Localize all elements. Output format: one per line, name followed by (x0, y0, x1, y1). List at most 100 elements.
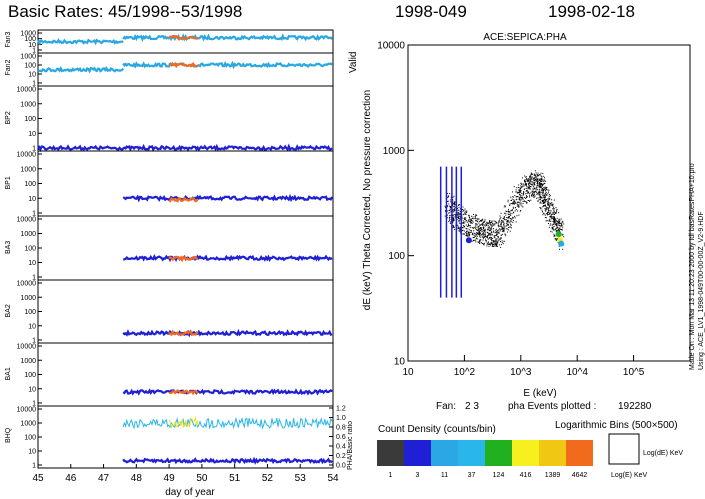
scatter-point (534, 184, 535, 185)
scatter-point (524, 189, 525, 190)
left-xtick-label: 54 (327, 473, 339, 484)
scatter-point (448, 221, 449, 222)
scatter-title: ACE:SEPICA:PHA (483, 32, 567, 43)
scatter-point (458, 227, 459, 228)
scatter-point (558, 212, 559, 213)
scatter-point (466, 220, 467, 221)
scatter-point (513, 197, 514, 198)
bhq-right-tick-label: 0.4 (336, 444, 346, 451)
scatter-point (458, 213, 459, 214)
scatter-point (554, 211, 555, 212)
scatter-point (521, 190, 522, 191)
scatter-point (485, 235, 486, 236)
panel-ytick-label-BHQ: 10000 (17, 407, 37, 414)
scatter-point (543, 193, 544, 194)
scatter-point (482, 219, 483, 220)
scatter-point (508, 227, 509, 228)
scatter-point (450, 201, 451, 202)
scatter-point (478, 226, 479, 227)
scatter-point (495, 235, 496, 236)
scatter-point (497, 232, 498, 233)
scatter-point (484, 243, 485, 244)
scatter-point (501, 213, 502, 214)
scatter-point (509, 205, 510, 206)
scatter-point (495, 245, 496, 246)
scatter-point (524, 197, 525, 198)
scatter-point (543, 181, 544, 182)
left-xtick-label: 49 (164, 473, 176, 484)
panel-series-BHQ (123, 418, 332, 428)
scatter-point (521, 198, 522, 199)
scatter-point (538, 181, 539, 182)
scatter-point (530, 184, 531, 185)
colorbar-value: 416 (520, 472, 532, 479)
scatter-point (544, 199, 545, 200)
scatter-point (528, 187, 529, 188)
scatter-point (500, 238, 501, 239)
scatter-point (553, 221, 554, 222)
scatter-point (505, 235, 506, 236)
scatter-point (504, 216, 505, 217)
scatter-point (524, 180, 525, 181)
left-title: Basic Rates: 45/1998--53/1998 (8, 2, 242, 21)
scatter-point (549, 196, 550, 197)
scatter-point (523, 195, 524, 196)
scatter-point (496, 222, 497, 223)
scatter-point (552, 208, 553, 209)
scatter-point (466, 235, 467, 236)
scatter-point (551, 216, 552, 217)
scatter-point (505, 211, 506, 212)
scatter-point (537, 175, 538, 176)
scatter-point (549, 216, 550, 217)
scatter-point (503, 218, 504, 219)
scatter-point (512, 217, 513, 218)
scatter-point (493, 246, 494, 247)
scatter-point (514, 216, 515, 217)
scatter-point (552, 228, 553, 229)
count-density-title: Count Density (counts/bin) (378, 424, 496, 435)
scatter-point (499, 222, 500, 223)
scatter-point (485, 232, 486, 233)
scatter-point (526, 201, 527, 202)
scatter-point (499, 244, 500, 245)
panel-ytick-label-BA2: 1000 (20, 295, 36, 302)
panel-ytick-label-BA2: 100 (24, 309, 36, 316)
scatter-point (454, 227, 455, 228)
scatter-point (514, 202, 515, 203)
scatter-point (487, 244, 488, 245)
scatter-point (494, 235, 495, 236)
scatter-point (458, 212, 459, 213)
scatter-point (534, 192, 535, 193)
scatter-point (470, 220, 471, 221)
scatter-point (544, 206, 545, 207)
scatter-point (530, 178, 531, 179)
scatter-point (542, 184, 543, 185)
scatter-point (522, 186, 523, 187)
scatter-point (512, 222, 513, 223)
scatter-point (502, 231, 503, 232)
scatter-point (463, 230, 464, 231)
scatter-point (556, 240, 557, 241)
scatter-point (544, 213, 545, 214)
scatter-point (534, 191, 535, 192)
scatter-point (511, 219, 512, 220)
scatter-point (533, 195, 534, 196)
scatter-point (519, 198, 520, 199)
scatter-point (496, 231, 497, 232)
scatter-point (506, 225, 507, 226)
scatter-point (555, 236, 556, 237)
scatter-point (515, 217, 516, 218)
scatter-point (475, 227, 476, 228)
left-xtick-label: 46 (65, 473, 77, 484)
scatter-point (498, 221, 499, 222)
scatter-point (524, 176, 525, 177)
scatter-point (479, 219, 480, 220)
scatter-point (540, 180, 541, 181)
scatter-point (493, 232, 494, 233)
scatter-point (528, 183, 529, 184)
scatter-point (505, 215, 506, 216)
scatter-point (526, 179, 527, 180)
scatter-point (530, 177, 531, 178)
scatter-point (476, 232, 477, 233)
scatter-point (561, 223, 562, 224)
